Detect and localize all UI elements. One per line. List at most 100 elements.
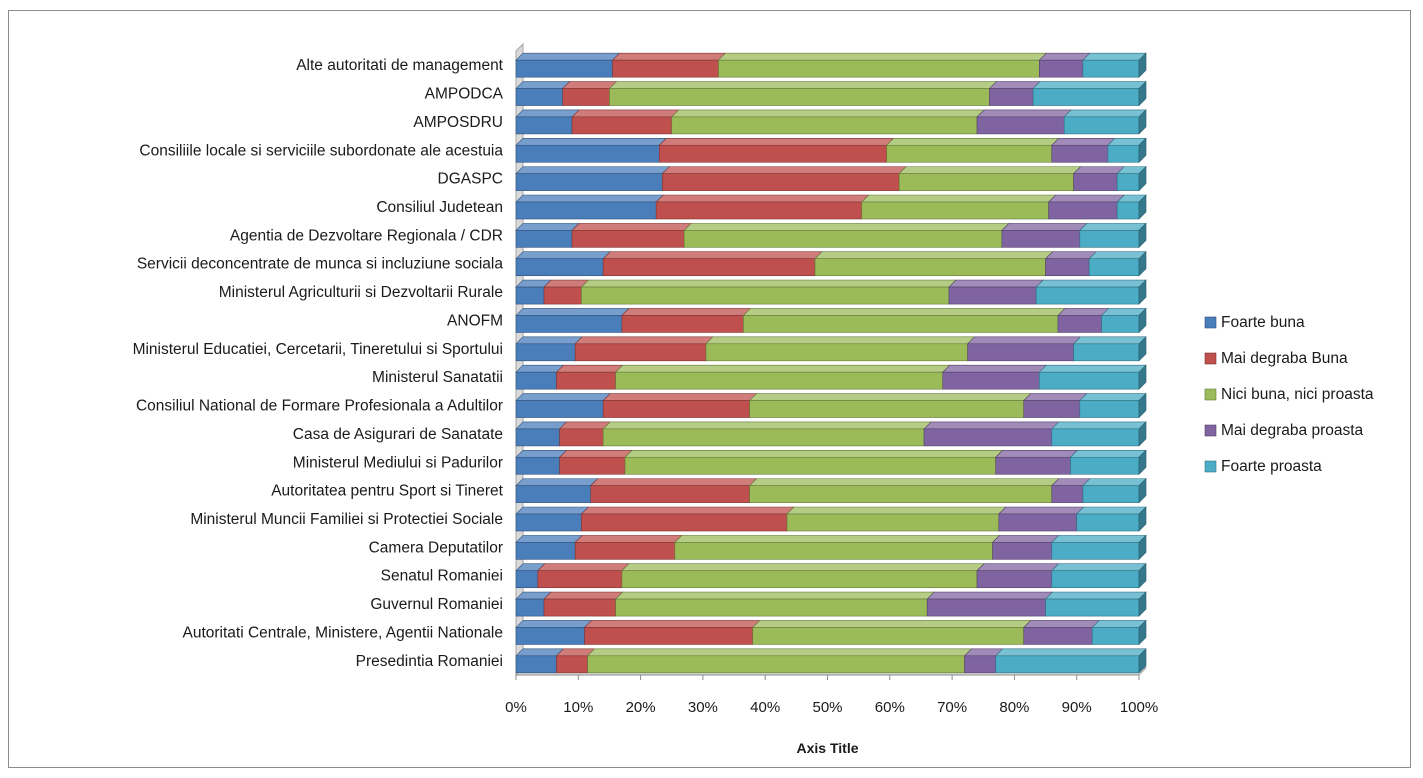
chart-frame: Presedintia Romaniei Autoritati Centrale,… bbox=[8, 10, 1411, 768]
bar-segment bbox=[515, 591, 552, 617]
bar-segment bbox=[994, 648, 1147, 674]
bar-segment bbox=[1072, 336, 1147, 362]
stacked-bar-chart: Presedintia Romaniei Autoritati Centrale,… bbox=[133, 42, 1374, 756]
bar-segment bbox=[515, 620, 593, 645]
legend-swatch bbox=[1204, 460, 1217, 473]
bar-segment bbox=[742, 308, 1066, 333]
bar-segment bbox=[608, 81, 998, 106]
category-label: Ministerul Sanatatii bbox=[372, 369, 503, 386]
x-tick-label: 50% bbox=[812, 699, 842, 716]
x-tick-label: 60% bbox=[875, 699, 905, 716]
bar-segment bbox=[515, 194, 664, 220]
bar-segment bbox=[515, 393, 611, 418]
category-label: Consiliile locale si serviciile subordon… bbox=[139, 142, 503, 159]
legend-label: Foarte proasta bbox=[1221, 458, 1322, 475]
bar-segment bbox=[1038, 364, 1147, 390]
legend-label: Mai degraba Buna bbox=[1221, 350, 1348, 367]
category-label: AMPOSDRU bbox=[413, 114, 503, 131]
bar-segment bbox=[814, 251, 1054, 277]
x-tick-label: 100% bbox=[1120, 699, 1158, 716]
bar-segment bbox=[674, 535, 1001, 560]
legend-item: Nici buna, nici proasta bbox=[1204, 386, 1374, 403]
bar-segment bbox=[624, 449, 1004, 475]
bar-segment bbox=[515, 535, 583, 560]
bar-segment bbox=[515, 81, 571, 106]
bar-segment bbox=[1075, 506, 1147, 532]
category-label: AMPODCA bbox=[425, 86, 504, 103]
category-labels: Presedintia Romaniei Autoritati Centrale,… bbox=[133, 57, 504, 670]
legend-swatch bbox=[1204, 388, 1217, 401]
bar-segment bbox=[752, 620, 1032, 645]
category-label: Casa de Asigurari de Sanatate bbox=[293, 426, 503, 443]
category-label: DGASPC bbox=[438, 171, 503, 188]
category-label: Ministerul Muncii Familiei si Protectiei… bbox=[190, 511, 503, 528]
bar-segment bbox=[558, 421, 611, 447]
legend-item: Foarte proasta bbox=[1204, 458, 1322, 475]
legend-swatch bbox=[1204, 424, 1217, 437]
bar-segment bbox=[621, 563, 985, 589]
bar-segment bbox=[671, 109, 985, 135]
bar-segment bbox=[580, 279, 957, 305]
bar-segment bbox=[1023, 393, 1088, 418]
bar-segment bbox=[515, 223, 580, 248]
bar-segment bbox=[574, 336, 714, 362]
x-tick-label: 70% bbox=[937, 699, 967, 716]
bar-segment bbox=[1051, 137, 1116, 163]
bar-segment bbox=[998, 506, 1085, 532]
bar-segment bbox=[602, 251, 823, 277]
bar-segment bbox=[1069, 449, 1147, 475]
bar-segment bbox=[537, 563, 630, 589]
bar-segment bbox=[1072, 166, 1125, 191]
bar-segment bbox=[515, 109, 580, 135]
bar-segment bbox=[1082, 477, 1147, 504]
bar-segment bbox=[976, 563, 1060, 589]
legend-item: Foarte buna bbox=[1204, 314, 1305, 331]
bar-segment bbox=[1100, 307, 1147, 334]
bar-segment bbox=[562, 81, 618, 106]
bar-segment bbox=[611, 52, 727, 78]
bar-segment bbox=[1044, 591, 1147, 617]
x-tick-label: 30% bbox=[688, 699, 718, 716]
bar-segment bbox=[786, 506, 1007, 532]
bar-segment bbox=[590, 478, 758, 503]
legend-swatch bbox=[1204, 316, 1217, 329]
bar-segment bbox=[574, 535, 683, 560]
bar-segment bbox=[1047, 194, 1125, 220]
bar-segment bbox=[555, 648, 596, 674]
bar-segment bbox=[583, 620, 761, 645]
legend-label: Nici buna, nici proasta bbox=[1221, 386, 1374, 403]
bar-segment bbox=[515, 478, 599, 503]
bar-segment bbox=[558, 449, 633, 475]
legend-item: Mai degraba proasta bbox=[1204, 422, 1364, 439]
legend-item: Mai degraba Buna bbox=[1204, 350, 1348, 367]
bar-segment bbox=[515, 449, 568, 475]
bar-segment bbox=[1038, 52, 1091, 78]
x-tick-label: 80% bbox=[999, 699, 1029, 716]
bar-segment bbox=[991, 535, 1060, 560]
category-label: Alte autoritati de management bbox=[296, 57, 503, 74]
bar-segment bbox=[1051, 478, 1091, 503]
bar-segment bbox=[748, 478, 1060, 503]
bar-segment bbox=[661, 166, 907, 191]
bar-segment bbox=[515, 251, 611, 277]
category-label: Consiliul National de Formare Profesiona… bbox=[136, 398, 503, 415]
x-axis-title: Axis Title bbox=[797, 740, 859, 756]
bar-segment bbox=[717, 52, 1048, 78]
bar-segment bbox=[580, 506, 795, 532]
category-label: Ministerul Agriculturii si Dezvoltarii R… bbox=[219, 284, 503, 301]
bar-segment bbox=[1079, 222, 1147, 249]
bar-segment bbox=[1032, 80, 1147, 107]
category-label: Autoritatea pentru Sport si Tineret bbox=[271, 483, 503, 500]
x-tick-label: 10% bbox=[563, 699, 593, 716]
bar-segment bbox=[1079, 392, 1147, 419]
bar-segment bbox=[1107, 137, 1147, 163]
category-label: Servicii deconcentrate de munca si inclu… bbox=[137, 256, 504, 273]
bar-segment bbox=[976, 109, 1072, 135]
bar-segment bbox=[1082, 52, 1147, 78]
category-label: Autoritati Centrale, Ministere, Agentii … bbox=[183, 624, 504, 641]
bar-segment bbox=[1051, 421, 1147, 447]
category-label: Consiliul Judetean bbox=[376, 199, 503, 216]
bar-segment bbox=[705, 336, 976, 362]
bar-segment bbox=[515, 52, 621, 78]
bar-segment bbox=[1116, 165, 1147, 192]
